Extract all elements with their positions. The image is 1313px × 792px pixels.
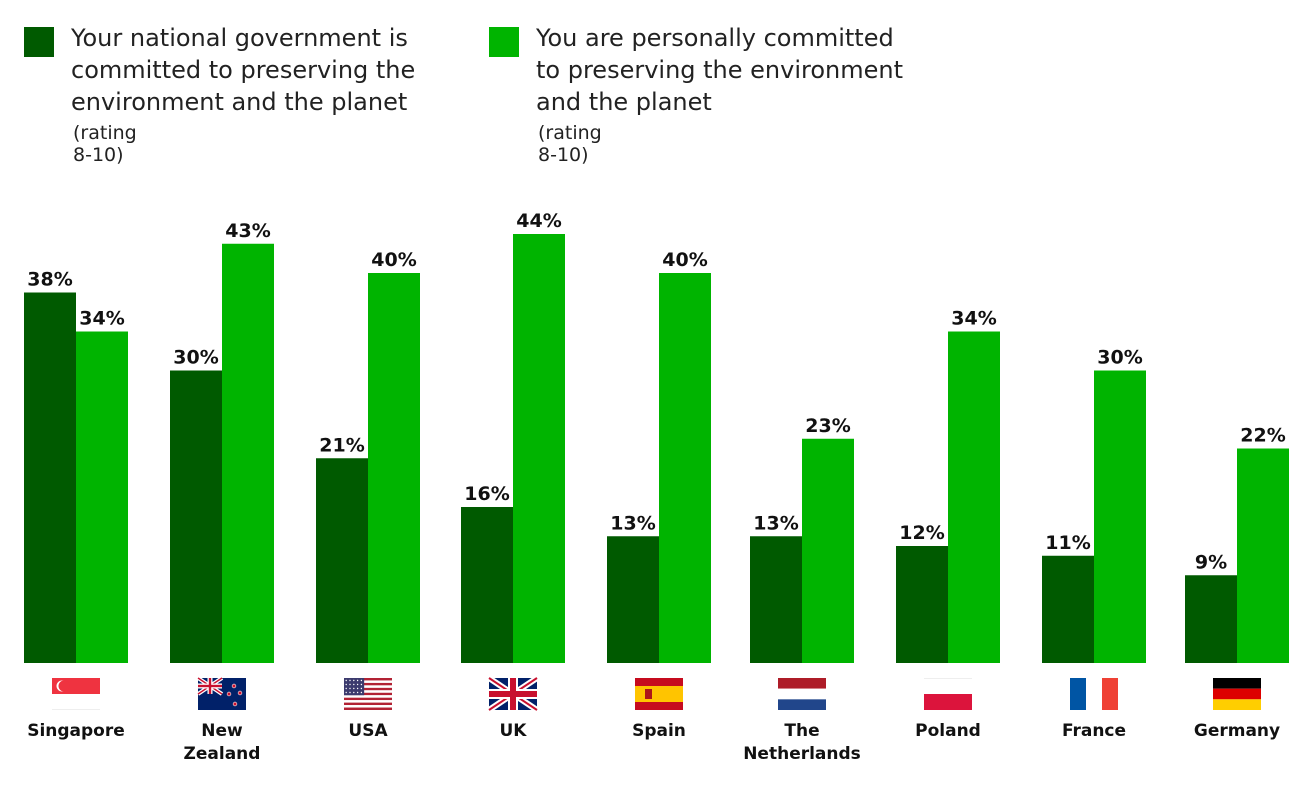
category-group: 11% 30% France: [1042, 347, 1146, 741]
uk-flag-icon: [487, 675, 539, 713]
data-label-government: 12%: [899, 522, 944, 544]
bar-personal: [802, 438, 854, 663]
bar-government: [1185, 575, 1237, 663]
data-label-personal: 40%: [371, 249, 416, 271]
spain-flag-icon: [635, 678, 683, 710]
legend-swatch-personal: [489, 27, 519, 57]
category-label: Spain: [632, 721, 686, 741]
category-group: 21% 40% USA: [316, 249, 420, 741]
category-group: 9% 22% Germany: [1185, 425, 1289, 741]
data-label-government: 30%: [173, 347, 218, 369]
category-label: USA: [348, 721, 388, 741]
data-label-personal: 40%: [662, 249, 707, 271]
data-label-personal: 34%: [951, 308, 996, 330]
germany-flag-icon: [1213, 678, 1261, 710]
bar-personal: [368, 273, 420, 663]
data-label-government: 21%: [319, 434, 364, 456]
bar-government: [461, 507, 513, 663]
data-label-government: 16%: [464, 483, 509, 505]
category-group: 16% 44% UK: [461, 210, 565, 741]
category-group: 13% 23% The Netherlands: [743, 415, 861, 764]
bar-government: [1042, 555, 1094, 663]
category-group: 38% 34% Singapore: [24, 269, 128, 741]
bar-government: [750, 536, 802, 663]
bar-personal: [1094, 370, 1146, 663]
data-label-government: 13%: [753, 512, 798, 534]
data-label-personal: 23%: [805, 415, 850, 437]
category-label: Zealand: [184, 744, 261, 764]
legend-note-government: (rating 8-10): [73, 122, 137, 166]
data-label-government: 13%: [610, 512, 655, 534]
bar-personal: [1237, 448, 1289, 663]
bar-personal: [948, 331, 1000, 663]
usa-flag-icon: [344, 678, 392, 710]
bar-personal: [76, 331, 128, 663]
category-label: Netherlands: [743, 744, 861, 764]
data-label-government: 9%: [1195, 551, 1227, 573]
data-label-personal: 34%: [79, 308, 124, 330]
bar-personal: [659, 273, 711, 663]
category-label: UK: [500, 721, 528, 741]
bar-personal: [222, 243, 274, 663]
data-label-government: 11%: [1045, 532, 1090, 554]
netherlands-flag-icon: [778, 678, 826, 710]
category-label: New: [201, 721, 243, 741]
category-label: Singapore: [27, 721, 125, 741]
legend-note-personal: (rating 8-10): [538, 122, 602, 166]
data-label-personal: 22%: [1240, 425, 1285, 447]
data-label-personal: 44%: [516, 210, 561, 232]
legend-label-government: Your national government is committed to…: [71, 24, 416, 116]
category-group: 13% 40% Spain: [607, 249, 711, 741]
bar-government: [170, 370, 222, 663]
category-group: 30% 43% New Zealand: [170, 220, 274, 764]
bar-government: [24, 292, 76, 663]
bar-government: [607, 536, 659, 663]
france-flag-icon: [1070, 678, 1118, 710]
bar-government: [896, 546, 948, 663]
legend-label-personal: You are personally committed to preservi…: [536, 24, 904, 116]
legend-swatch-government: [24, 27, 54, 57]
data-label-personal: 43%: [225, 220, 270, 242]
category-label: Poland: [915, 721, 981, 741]
category-group: 12% 34% Poland: [896, 308, 1000, 741]
singapore-flag-icon: [52, 678, 100, 710]
data-label-government: 38%: [27, 269, 72, 291]
poland-flag-icon: [924, 678, 972, 710]
category-label: France: [1062, 721, 1126, 741]
new-zealand-flag-icon: [196, 676, 246, 710]
bar-personal: [513, 234, 565, 663]
category-label: Germany: [1194, 721, 1280, 741]
bar-government: [316, 458, 368, 663]
category-label: The: [784, 721, 819, 741]
data-label-personal: 30%: [1097, 347, 1142, 369]
